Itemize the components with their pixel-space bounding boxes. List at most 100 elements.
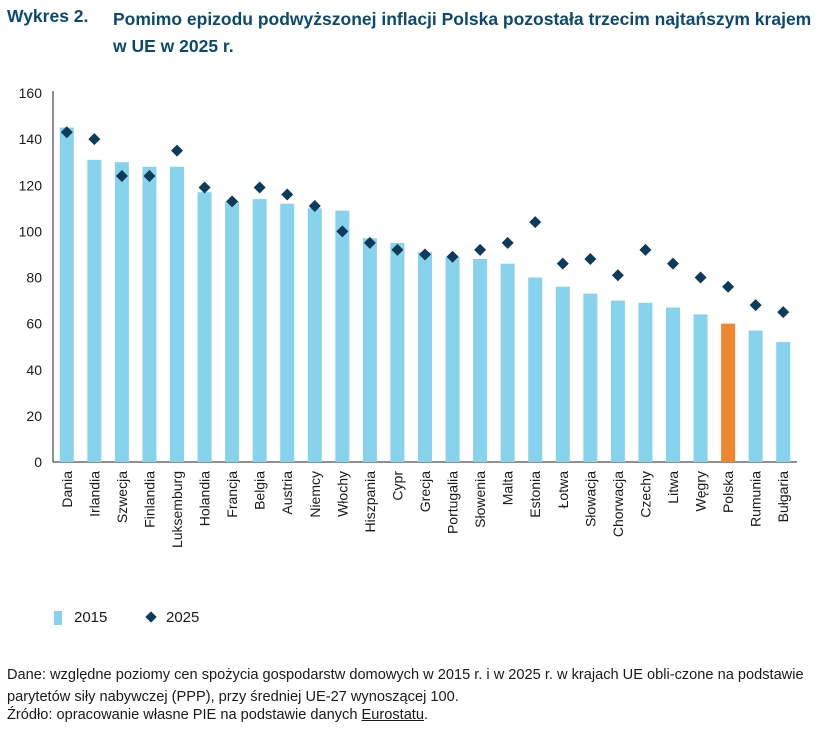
bar-2015-1 — [87, 159, 102, 462]
bar-2015-3 — [142, 166, 157, 463]
marker-2025-18 — [556, 257, 569, 270]
bar-2015-20 — [610, 300, 625, 462]
category-label: Austria — [279, 471, 295, 515]
category-label: Holandia — [197, 471, 213, 526]
y-tick-label: 120 — [19, 177, 43, 193]
marker-2025-12 — [391, 243, 404, 256]
marker-2025-5 — [198, 181, 211, 194]
marker-2025-22 — [667, 257, 679, 270]
marker-2025-24 — [722, 280, 735, 293]
marker-2025-0 — [60, 126, 73, 139]
bar-2015-11 — [362, 238, 377, 462]
category-label: Słowenia — [472, 471, 488, 528]
category-label: Bułgaria — [775, 471, 791, 523]
legend-label: 2015 — [74, 609, 108, 626]
marker-2025-10 — [336, 225, 349, 238]
category-label: Szwecja — [114, 471, 130, 523]
marker-2025-19 — [584, 253, 597, 266]
bar-2015-2 — [114, 162, 129, 462]
category-label: Czechy — [637, 471, 653, 518]
bar-2015-6 — [225, 201, 240, 463]
marker-2025-20 — [611, 269, 624, 282]
bar-2015-17 — [528, 277, 543, 462]
marker-2025-15 — [474, 243, 487, 256]
bar-2015-7 — [252, 199, 267, 462]
legend-bar-swatch — [54, 611, 62, 625]
y-tick-label: 80 — [26, 270, 42, 286]
marker-2025-3 — [143, 170, 156, 183]
bar-2015-10 — [335, 210, 350, 462]
category-label: Dania — [59, 471, 75, 508]
category-label: Francja — [224, 471, 240, 518]
marker-2025-11 — [363, 236, 376, 249]
marker-2025-23 — [694, 271, 707, 284]
source-suffix: . — [423, 707, 429, 723]
source-line: Źródło: opracowanie własne PIE na podsta… — [7, 707, 428, 723]
legend-label: 2025 — [166, 609, 200, 626]
figure-label: Wykres 2. — [7, 6, 89, 26]
category-label: Grecja — [417, 471, 433, 512]
y-tick-label: 20 — [26, 408, 42, 424]
bar-2015-22 — [666, 307, 680, 462]
bar-2015-18 — [555, 286, 570, 462]
category-label: Hiszpania — [362, 471, 378, 533]
bar-2015-23 — [693, 314, 708, 462]
eurostat-link[interactable]: Eurostatu — [361, 707, 424, 723]
category-label: Portugalia — [445, 471, 461, 534]
marker-2025-8 — [281, 188, 294, 201]
bar-chart: 0 20 40 60 80 100 120 140 160 Dania Irlandia Szwecj… — [19, 85, 797, 548]
category-label: Irlandia — [86, 471, 102, 517]
y-tick-label: 160 — [19, 85, 43, 101]
category-label: Niemcy — [307, 471, 323, 518]
marker-2025-6 — [226, 195, 239, 208]
category-label: Chorwacja — [610, 471, 626, 537]
y-tick-label: 140 — [19, 131, 43, 147]
data-note: Dane: względne poziomy cen spożycia gosp… — [7, 667, 804, 705]
category-label: Włochy — [334, 471, 350, 517]
marker-2025-21 — [639, 243, 652, 256]
bar-2015-14 — [445, 256, 460, 462]
bar-2015-4 — [170, 166, 184, 463]
category-label: Malta — [500, 471, 516, 505]
bar-2015-5 — [197, 192, 212, 462]
chart-title: Pomimo epizodu podwyższonej inflacji Pol… — [113, 9, 812, 56]
marker-2025-16 — [501, 236, 514, 249]
category-label: Polska — [720, 471, 736, 513]
category-label: Luksemburg — [169, 471, 185, 548]
legend-diamond-swatch — [145, 611, 157, 623]
marker-2025-13 — [419, 248, 431, 261]
marker-2025-25 — [749, 299, 762, 312]
y-tick-label: 100 — [19, 223, 43, 239]
bar-2015-8 — [280, 203, 295, 462]
bar-2015-21 — [638, 302, 653, 462]
category-label: Węgry — [693, 471, 709, 511]
category-label: Belgia — [252, 471, 268, 510]
bar-2015-19 — [583, 293, 598, 462]
category-label: Estonia — [527, 471, 543, 518]
bar-2015-24 — [721, 323, 736, 462]
bar-2015-9 — [307, 208, 322, 462]
category-label: Finlandia — [141, 471, 157, 528]
category-label: Słowacja — [582, 471, 598, 527]
marker-2025-1 — [88, 133, 101, 146]
category-label: Litwa — [665, 471, 681, 504]
marker-2025-2 — [115, 170, 128, 183]
category-label: Łotwa — [555, 471, 571, 509]
bar-2015-0 — [59, 127, 74, 462]
category-label: Rumunia — [748, 471, 764, 527]
bar-2015-26 — [776, 342, 791, 462]
bar-2015-16 — [500, 263, 515, 462]
marker-2025-26 — [777, 306, 790, 319]
marker-2025-9 — [308, 200, 321, 213]
bar-2015-12 — [390, 242, 405, 462]
marker-2025-14 — [446, 250, 459, 263]
bar-2015-15 — [473, 259, 488, 462]
marker-2025-17 — [529, 216, 542, 229]
y-tick-label: 0 — [34, 454, 42, 470]
marker-2025-4 — [171, 144, 183, 157]
marker-2025-7 — [253, 181, 266, 194]
y-tick-label: 60 — [26, 316, 42, 332]
bar-2015-25 — [748, 330, 763, 462]
category-label: Cypr — [389, 471, 405, 501]
y-tick-label: 40 — [26, 362, 42, 378]
